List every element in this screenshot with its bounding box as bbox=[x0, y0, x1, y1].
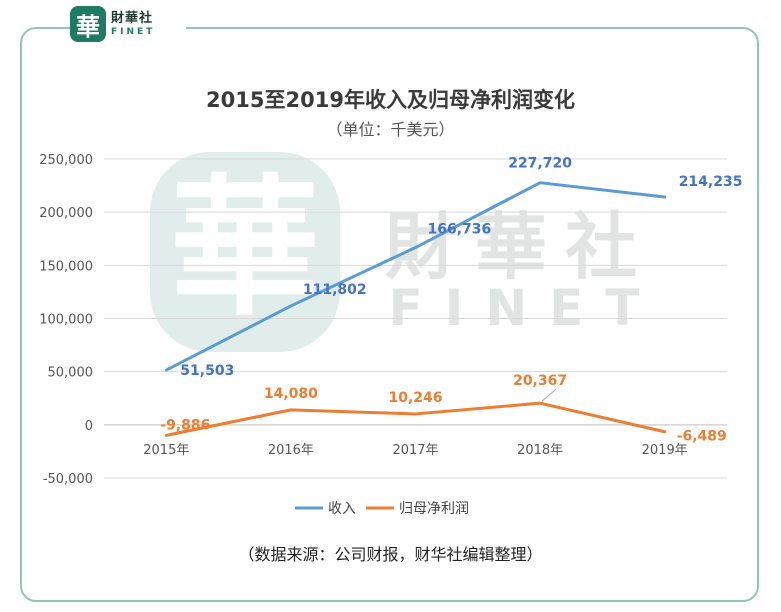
x-tick-label: 2016年 bbox=[268, 443, 314, 458]
data-label: 166,736 bbox=[428, 222, 492, 238]
gridlines bbox=[104, 158, 727, 479]
legend-label: 归母净利润 bbox=[399, 500, 469, 517]
x-tick-label: 2019年 bbox=[642, 443, 688, 458]
y-tick-label: 200,000 bbox=[39, 206, 93, 221]
chart-subtitle: （单位：千美元） bbox=[326, 120, 455, 139]
data-label: 10,246 bbox=[388, 390, 442, 406]
watermark-badge-char: 華 bbox=[170, 160, 320, 336]
chart-title: 2015至2019年收入及归母净利润变化 bbox=[206, 88, 575, 112]
data-label: 14,080 bbox=[264, 386, 318, 402]
finet-logo: 華 財華社 FINET bbox=[70, 4, 186, 44]
chart-frame bbox=[20, 27, 759, 602]
data-label: 111,802 bbox=[303, 282, 367, 298]
data-label: 214,235 bbox=[679, 174, 743, 190]
data-label: 51,503 bbox=[180, 363, 234, 379]
x-tick-label: 2018年 bbox=[517, 443, 563, 458]
logo-name-cn: 財華社 bbox=[111, 10, 154, 26]
leader-line bbox=[541, 388, 557, 402]
logo-text: 財華社 FINET bbox=[111, 12, 155, 37]
data-labels: 51,503 111,802 166,736 227,720 214,235 -9,886… bbox=[160, 156, 742, 445]
x-tick-label: 2017年 bbox=[392, 443, 438, 458]
y-tick-label: 50,000 bbox=[48, 366, 94, 381]
x-tick-label: 2015年 bbox=[143, 443, 189, 458]
y-tick-label: 0 bbox=[85, 419, 93, 434]
data-label: 20,367 bbox=[513, 373, 567, 389]
y-tick-label: 250,000 bbox=[39, 153, 93, 168]
watermark-badge-icon bbox=[150, 152, 340, 352]
series-line-net-profit bbox=[164, 401, 667, 437]
legend-label: 收入 bbox=[328, 501, 356, 517]
source-note: （数据来源：公司财报，财华社编辑整理） bbox=[238, 545, 543, 564]
logo-badge-icon: 華 bbox=[70, 6, 106, 42]
data-label: 227,720 bbox=[508, 156, 572, 172]
data-label: -6,489 bbox=[677, 429, 727, 445]
watermark: 華 財華社 FINET bbox=[150, 152, 662, 352]
series-lines bbox=[164, 181, 667, 437]
watermark-name-cn: 財華社 bbox=[385, 205, 655, 289]
y-tick-label: 150,000 bbox=[39, 259, 93, 274]
y-tick-label: 100,000 bbox=[39, 313, 93, 328]
legend: 收入 归母净利润 bbox=[295, 500, 469, 517]
x-axis: 2015年 2016年 2017年 2018年 2019年 bbox=[143, 443, 687, 458]
logo-name-en: FINET bbox=[111, 26, 156, 37]
series-line-revenue bbox=[164, 181, 667, 372]
y-axis: 250,000 200,000 150,000 100,000 50,000 0 -50,0… bbox=[39, 153, 93, 487]
y-tick-label: -50,000 bbox=[43, 472, 93, 487]
watermark-name-en: FINET bbox=[389, 279, 662, 337]
data-label: -9,886 bbox=[160, 417, 210, 433]
